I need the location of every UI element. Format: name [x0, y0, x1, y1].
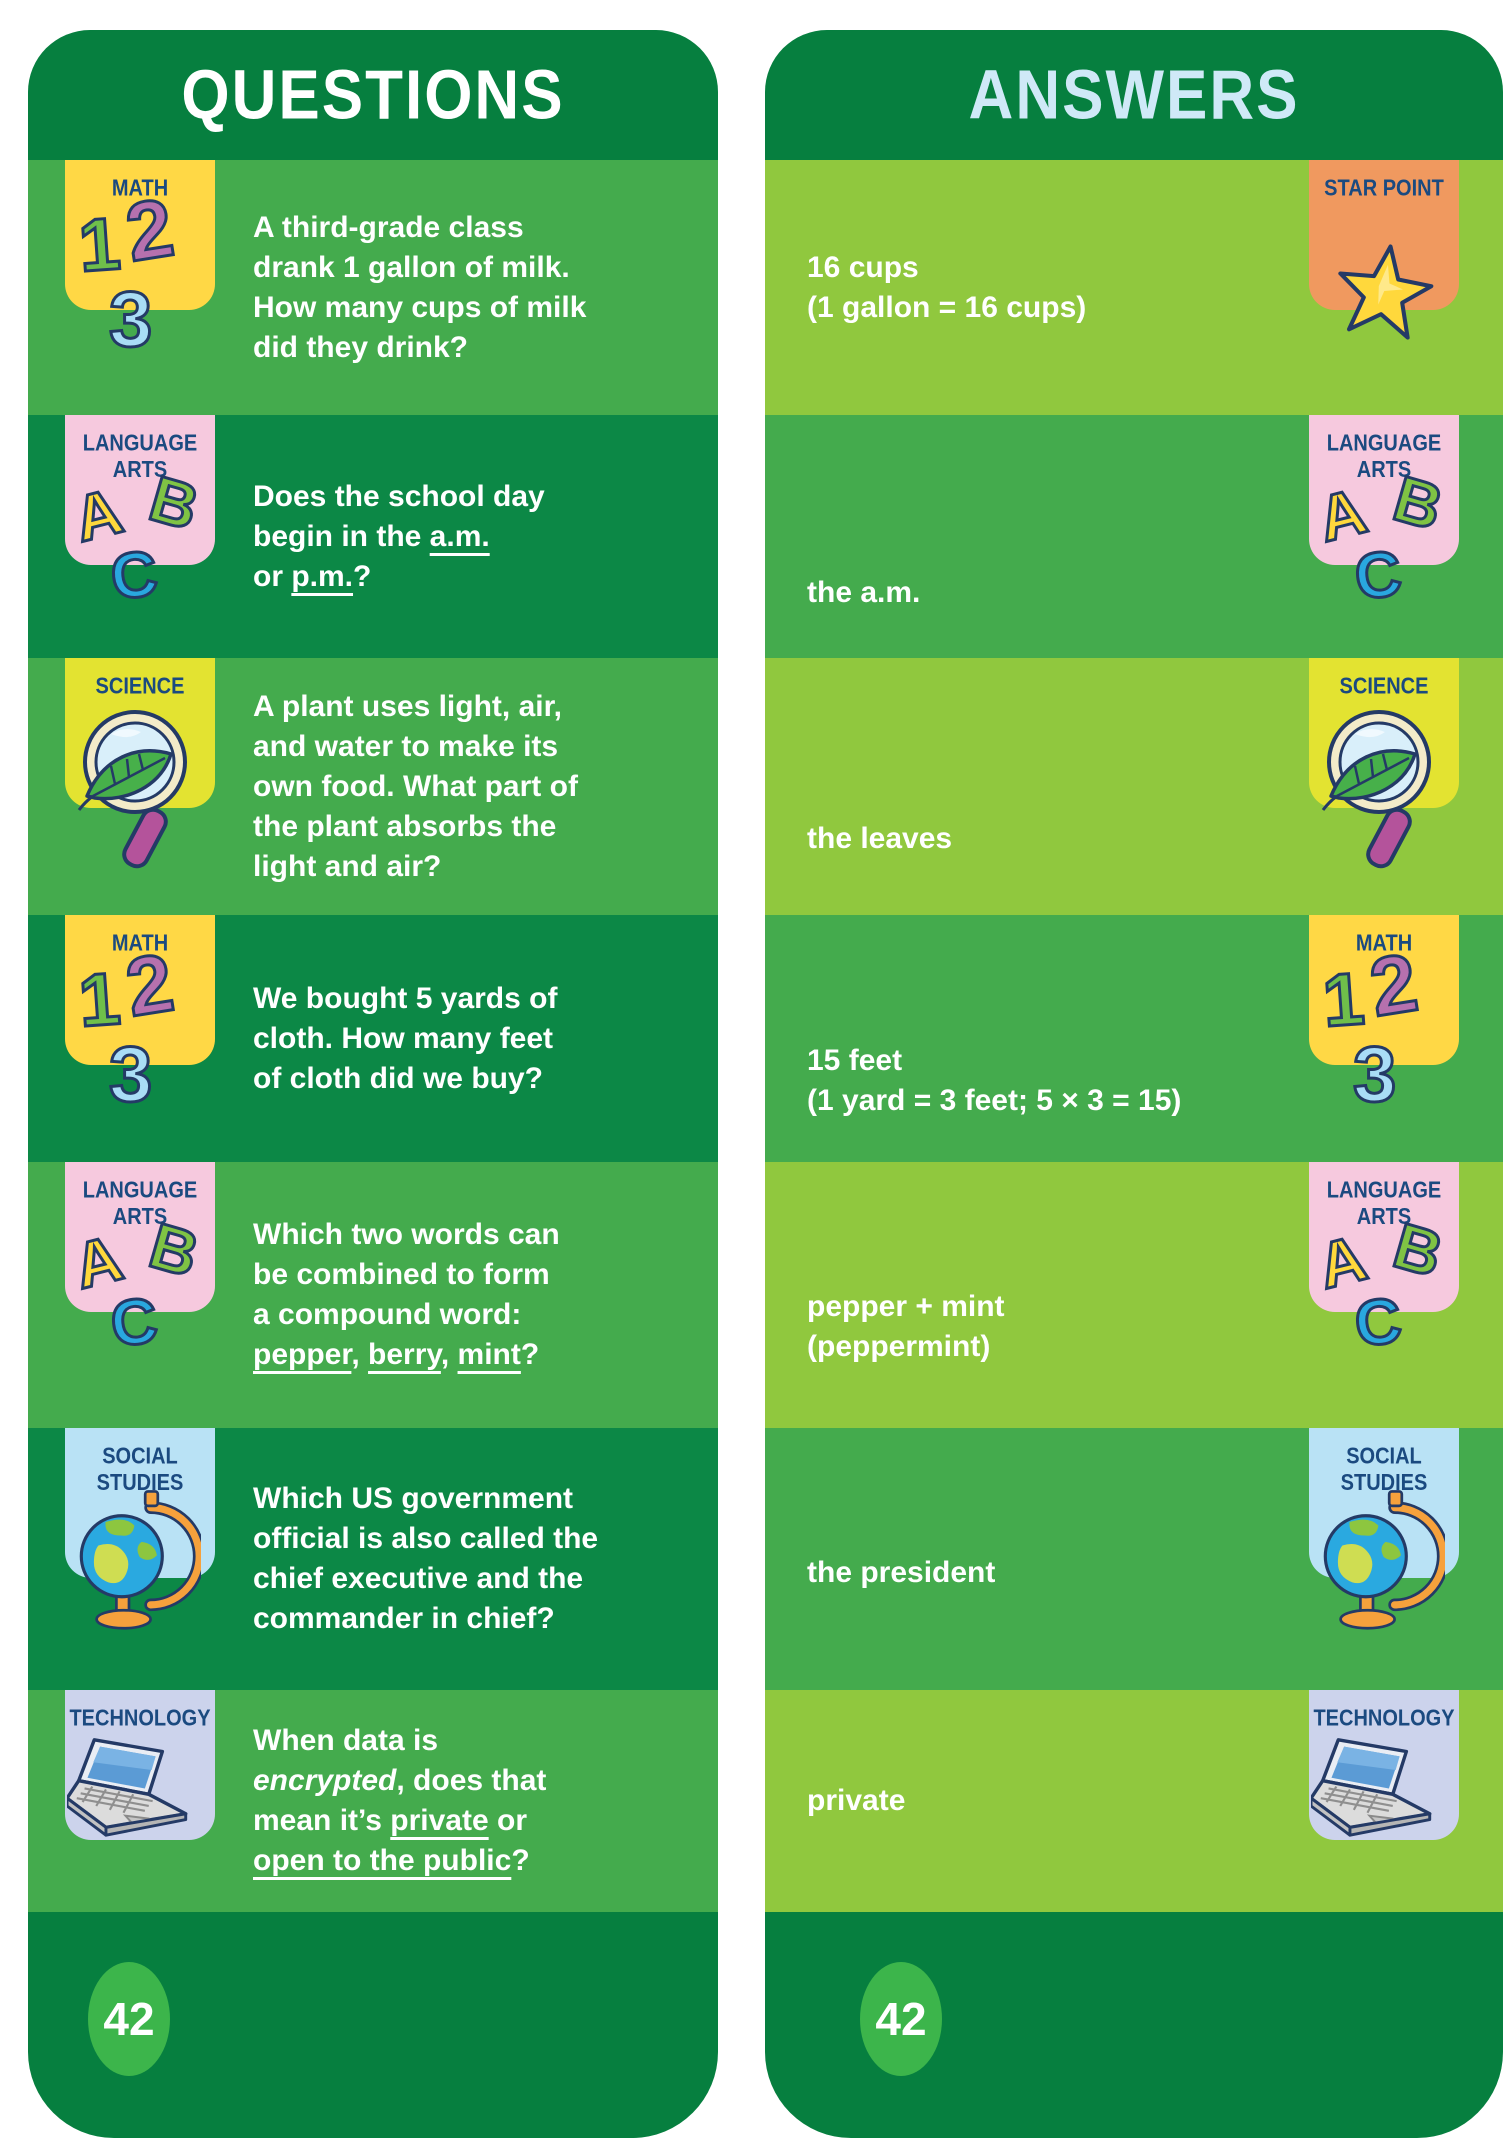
questions-header: QUESTIONS	[28, 30, 718, 160]
answers-card: ANSWERS STAR POINT 16 cups (1 gallon = 16…	[765, 30, 1503, 2138]
answer-text: the a.m.	[807, 575, 921, 609]
question-row-1: MATH 1 2 3 A third-grade class drank 1 ga…	[28, 160, 718, 415]
page-number: 42	[103, 1993, 155, 2045]
question-text: Which two words can be combined to form a …	[253, 1218, 560, 1371]
questions-title: QUESTIONS	[181, 56, 565, 134]
answer-row-4: MATH 1 2 3 15 feet (1 yard = 3 feet; 5 × …	[765, 915, 1503, 1162]
question-row-4: MATH 1 2 3 We bought 5 yards of cloth. Ho…	[28, 915, 718, 1162]
question-text: Which US government official is also call…	[253, 1482, 599, 1635]
page-number-badge: 42	[88, 1962, 170, 2076]
answer-text: 15 feet (1 yard = 3 feet; 5 × 3 = 15)	[807, 1043, 1182, 1117]
page-number-badge: 42	[860, 1962, 942, 2076]
answer-text: private	[807, 1784, 906, 1817]
questions-footer: 42	[28, 1912, 718, 2138]
answer-row-5: LANGUAGE ARTS A B C pepper + mint (pepper…	[765, 1162, 1503, 1428]
question-text: When data is encrypted, does that mean it’…	[253, 1724, 547, 1877]
question-row-7: TECHNOLOGY When data is encrypted, does t…	[28, 1690, 718, 1912]
answers-header: ANSWERS	[765, 30, 1503, 160]
badge-title: SCIENCE	[1339, 674, 1429, 700]
answer-row-1: STAR POINT 16 cups (1 gallon = 16 cups)	[765, 160, 1503, 415]
question-row-5: LANGUAGE ARTS A B C Which two words can b…	[28, 1162, 718, 1428]
answer-row-7: TECHNOLOGY private	[765, 1690, 1503, 1912]
question-text: A plant uses light, air, and water to mak…	[253, 689, 578, 883]
question-text: We bought 5 yards of cloth. How many feet…	[253, 981, 558, 1095]
question-text: A third-grade class drank 1 gallon of mil…	[253, 210, 587, 364]
questions-card: QUESTIONS MATH 1 2 3 A third-grade class…	[28, 30, 718, 2138]
page-number: 42	[875, 1993, 927, 2045]
question-row-2: LANGUAGE ARTS A B C Does the school day b…	[28, 415, 718, 658]
question-row-3: SCIENCE A plant uses light, air, and wate…	[28, 658, 718, 915]
answer-row-3: SCIENCE the leaves	[765, 658, 1503, 915]
answer-text: the leaves	[807, 821, 953, 855]
badge-title: MATH	[1355, 931, 1413, 957]
question-text: Does the school day begin in the a.m. or p…	[253, 479, 545, 593]
answer-text: the president	[807, 1556, 996, 1589]
answers-footer: 42	[765, 1912, 1503, 2138]
answer-row-2: LANGUAGE ARTS A B C the a.m.	[765, 415, 1503, 658]
answer-text: pepper + mint (peppermint)	[807, 1290, 1005, 1363]
answer-text: 16 cups (1 gallon = 16 cups)	[807, 250, 1087, 324]
question-row-6: SOCIAL STUDIES Which US government offici…	[28, 1428, 718, 1690]
answers-title: ANSWERS	[968, 56, 1300, 134]
answer-row-6: SOCIAL STUDIES the president	[765, 1428, 1503, 1690]
